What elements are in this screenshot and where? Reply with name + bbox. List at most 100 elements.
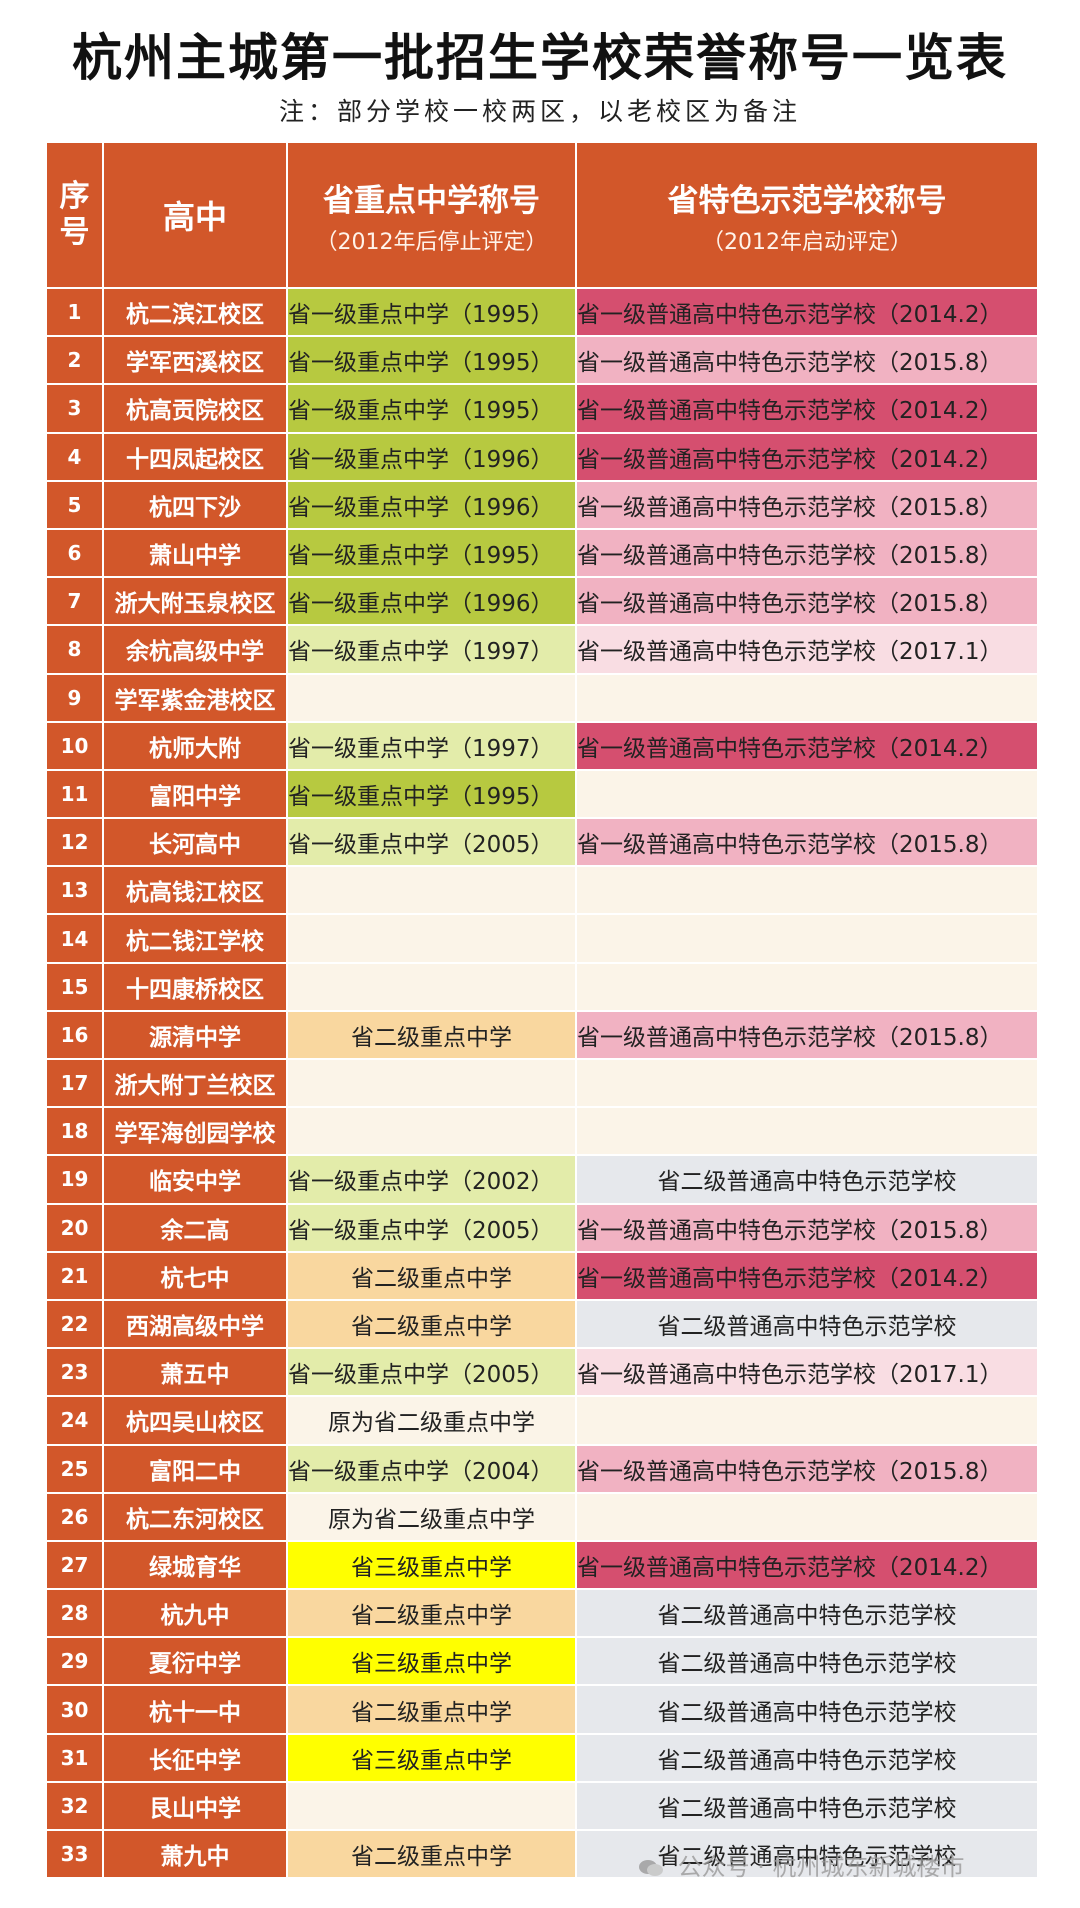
key-title-cell: 省三级重点中学 (286, 1636, 577, 1687)
school-name: 十四康桥校区 (102, 961, 288, 1012)
table-row: 14 杭二钱江学校 (45, 913, 1039, 964)
header-school: 高中 (102, 141, 288, 289)
school-name: 杭十一中 (102, 1684, 288, 1735)
school-name: 西湖高级中学 (102, 1298, 288, 1350)
special-title-cell: 省二级普通高中特色示范学校 (575, 1732, 1039, 1783)
key-title-cell: 省三级重点中学 (286, 1539, 577, 1591)
special-title-cell: 省一级普通高中特色示范学校（2015.8） (575, 576, 1039, 627)
school-name: 杭二东河校区 (102, 1491, 288, 1542)
row-number: 28 (45, 1588, 104, 1639)
school-name: 萧九中 (102, 1828, 288, 1880)
key-title-cell: 省三级重点中学 (286, 1732, 577, 1783)
school-name: 临安中学 (102, 1154, 288, 1205)
key-title-cell: 省一级重点中学（1996） (286, 479, 577, 530)
table-row: 11 富阳中学 省一级重点中学（1995） (45, 768, 1039, 820)
special-title-cell: 省一级普通高中特色示范学校（2015.8） (575, 1443, 1039, 1494)
table-row: 27 绿城育华 省三级重点中学 省一级普通高中特色示范学校（2014.2） (45, 1539, 1039, 1591)
key-title-cell: 省一级重点中学（1997） (286, 624, 577, 675)
header-special-title: 省特色示范学校称号 (667, 182, 947, 219)
table-row: 8 余杭高级中学 省一级重点中学（1997） 省一级普通高中特色示范学校（2017.1… (45, 624, 1039, 675)
row-number: 23 (45, 1347, 104, 1398)
honor-table: 序 号 高中 省重点中学称号 （2012年后停止评定） 省特色示范学校称号 （2… (45, 141, 1039, 1880)
table-row: 26 杭二东河校区 原为省二级重点中学 (45, 1491, 1039, 1542)
table-row: 3 杭高贡院校区 省一级重点中学（1995） 省一级普通高中特色示范学校（2014.2… (45, 383, 1039, 434)
table-body: 1 杭二滨江校区 省一级重点中学（1995） 省一级普通高中特色示范学校（2014.2… (45, 286, 1039, 1880)
school-name: 学军紫金港校区 (102, 672, 288, 723)
key-title-cell (286, 913, 577, 964)
wechat-icon (639, 1860, 663, 1876)
row-number: 20 (45, 1202, 104, 1253)
header-seq: 序 号 (45, 141, 104, 289)
row-number: 1 (45, 286, 104, 338)
table-row: 5 杭四下沙 省一级重点中学（1996） 省一级普通高中特色示范学校（2015.8） (45, 479, 1039, 530)
key-title-cell: 省一级重点中学（2005） (286, 1347, 577, 1398)
school-name: 萧五中 (102, 1347, 288, 1398)
school-name: 富阳中学 (102, 768, 288, 820)
school-name: 艮山中学 (102, 1780, 288, 1832)
special-title-cell: 省一级普通高中特色示范学校（2015.8） (575, 1009, 1039, 1061)
special-title-cell (575, 961, 1039, 1012)
table-row: 29 夏衍中学 省三级重点中学 省二级普通高中特色示范学校 (45, 1636, 1039, 1687)
special-title-cell: 省一级普通高中特色示范学校（2014.2） (575, 383, 1039, 434)
row-number: 19 (45, 1154, 104, 1205)
special-title-cell: 省二级普通高中特色示范学校 (575, 1780, 1039, 1832)
special-title-cell: 省一级普通高中特色示范学校（2015.8） (575, 335, 1039, 386)
table-row: 20 余二高 省一级重点中学（2005） 省一级普通高中特色示范学校（2015.8） (45, 1202, 1039, 1253)
row-number: 30 (45, 1684, 104, 1735)
table-row: 18 学军海创园学校 (45, 1106, 1039, 1157)
key-title-cell: 省一级重点中学（2005） (286, 1202, 577, 1253)
header-seq-line2: 号 (59, 215, 90, 250)
row-number: 16 (45, 1009, 104, 1061)
row-number: 7 (45, 576, 104, 627)
row-number: 5 (45, 479, 104, 530)
key-title-cell: 省一级重点中学（1996） (286, 431, 577, 482)
table-row: 33 萧九中 省二级重点中学 省二级普通高中特色示范学校 (45, 1828, 1039, 1880)
header-key-title: 省重点中学称号 (323, 182, 540, 219)
key-title-cell: 省二级重点中学 (286, 1250, 577, 1301)
key-title-cell (286, 961, 577, 1012)
special-title-cell: 省二级普通高中特色示范学校 (575, 1684, 1039, 1735)
special-title-cell: 省一级普通高中特色示范学校（2015.8） (575, 527, 1039, 579)
header-key-note: （2012年后停止评定） (315, 229, 548, 255)
school-name: 长征中学 (102, 1732, 288, 1783)
row-number: 9 (45, 672, 104, 723)
school-name: 余杭高级中学 (102, 624, 288, 675)
table-row: 6 萧山中学 省一级重点中学（1995） 省一级普通高中特色示范学校（2015.8） (45, 527, 1039, 579)
key-title-cell (286, 1106, 577, 1157)
key-title-cell: 省一级重点中学（1995） (286, 527, 577, 579)
school-name: 杭高贡院校区 (102, 383, 288, 434)
table-row: 12 长河高中 省一级重点中学（2005） 省一级普通高中特色示范学校（2015.8） (45, 817, 1039, 868)
row-number: 27 (45, 1539, 104, 1591)
special-title-cell: 省二级普通高中特色示范学校 (575, 1298, 1039, 1350)
row-number: 32 (45, 1780, 104, 1832)
special-title-cell: 省一级普通高中特色示范学校（2017.1） (575, 624, 1039, 675)
table-row: 4 十四凤起校区 省一级重点中学（1996） 省一级普通高中特色示范学校（2014.2… (45, 431, 1039, 482)
table-row: 9 学军紫金港校区 (45, 672, 1039, 723)
row-number: 21 (45, 1250, 104, 1301)
key-title-cell: 省一级重点中学（2004） (286, 1443, 577, 1494)
table-row: 28 杭九中 省二级重点中学 省二级普通高中特色示范学校 (45, 1588, 1039, 1639)
special-title-cell (575, 1395, 1039, 1446)
special-title-cell (575, 1106, 1039, 1157)
key-title-cell: 省二级重点中学 (286, 1009, 577, 1061)
key-title-cell: 省一级重点中学（1995） (286, 383, 577, 434)
row-number: 12 (45, 817, 104, 868)
table-row: 31 长征中学 省三级重点中学 省二级普通高中特色示范学校 (45, 1732, 1039, 1783)
key-title-cell: 省二级重点中学 (286, 1828, 577, 1880)
row-number: 2 (45, 335, 104, 386)
row-number: 29 (45, 1636, 104, 1687)
special-title-cell: 省一级普通高中特色示范学校（2014.2） (575, 286, 1039, 338)
special-title-cell: 省一级普通高中特色示范学校（2014.2） (575, 720, 1039, 771)
row-number: 24 (45, 1395, 104, 1446)
row-number: 11 (45, 768, 104, 820)
key-title-cell: 原为省二级重点中学 (286, 1491, 577, 1542)
special-title-cell: 省一级普通高中特色示范学校（2017.1） (575, 1347, 1039, 1398)
table-row: 23 萧五中 省一级重点中学（2005） 省一级普通高中特色示范学校（2017.1） (45, 1347, 1039, 1398)
special-title-cell: 省二级普通高中特色示范学校 (575, 1588, 1039, 1639)
special-title-cell (575, 672, 1039, 723)
school-name: 夏衍中学 (102, 1636, 288, 1687)
header-key-school: 省重点中学称号 （2012年后停止评定） (286, 141, 577, 289)
page-title: 杭州主城第一批招生学校荣誉称号一览表 (72, 29, 1008, 87)
row-number: 4 (45, 431, 104, 482)
school-name: 杭七中 (102, 1250, 288, 1301)
